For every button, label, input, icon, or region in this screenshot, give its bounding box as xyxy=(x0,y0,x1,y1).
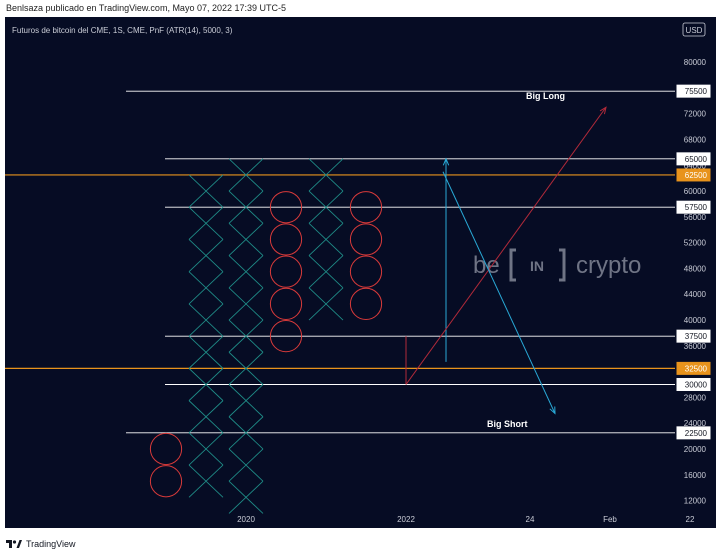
price-tick-label: 56000 xyxy=(684,213,707,222)
time-tick-label: 24 xyxy=(526,515,535,524)
pnf-x-box xyxy=(228,222,264,256)
watermark-text-crypto: crypto xyxy=(576,252,641,279)
pnf-x-box xyxy=(228,319,264,353)
watermark-text-in: IN xyxy=(530,258,544,274)
big-short-arrow-head xyxy=(549,406,556,415)
pnf-x-box xyxy=(308,255,344,289)
time-tick-label: 2022 xyxy=(397,515,415,524)
level-tag xyxy=(676,378,711,391)
pnf-x-box xyxy=(228,448,264,482)
pnf-x-box xyxy=(188,239,224,272)
pnf-o-box xyxy=(269,320,303,353)
level-tag xyxy=(676,426,711,440)
price-tick-label: 80000 xyxy=(684,58,707,67)
time-axis: 2020 2022 24 Feb 22 xyxy=(237,515,695,524)
price-tick-label: 44000 xyxy=(684,290,707,299)
pnf-o-box xyxy=(349,223,383,256)
level-lines xyxy=(5,90,675,434)
price-tick-label: 36000 xyxy=(684,342,707,351)
pnf-x-box xyxy=(228,351,264,385)
pnf-x-box xyxy=(188,335,224,369)
time-tick-label: 22 xyxy=(686,515,695,524)
pnf-boxes xyxy=(149,158,383,514)
tradingview-brand: TradingView xyxy=(26,539,76,549)
price-tick-label: 24000 xyxy=(684,419,707,428)
level-tag-label: 37500 xyxy=(685,332,708,341)
pnf-x-box xyxy=(228,190,264,224)
price-axis: USD 12000 16000 20000 24000 28000 36000 40000 44… xyxy=(676,22,711,506)
pnf-o-box xyxy=(269,255,303,288)
level-tag xyxy=(676,84,711,98)
pnf-x-box xyxy=(228,480,264,514)
level-tag-label: 57500 xyxy=(685,203,708,212)
pnf-x-box xyxy=(228,158,264,192)
pnf-o-box xyxy=(149,465,183,498)
pnf-x-box xyxy=(308,158,344,192)
currency-label: USD xyxy=(686,26,703,35)
level-tag-label: 22500 xyxy=(685,429,708,438)
measure-arrow-up-head xyxy=(442,157,450,166)
currency-badge xyxy=(682,22,706,37)
pnf-x-box xyxy=(228,416,264,450)
price-tick-label: 48000 xyxy=(684,264,707,273)
pnf-x-box xyxy=(228,255,264,289)
pnf-x-box xyxy=(228,287,264,321)
pnf-x-box xyxy=(308,287,344,321)
price-tick-label: 60000 xyxy=(684,187,707,196)
level-tag xyxy=(676,361,711,375)
level-tag xyxy=(676,168,711,182)
time-tick-label: 2020 xyxy=(237,515,255,524)
pnf-o-box xyxy=(349,191,383,224)
publisher-caption: Benlsaza publicado en TradingView.com, M… xyxy=(6,3,287,13)
pnf-x-box xyxy=(188,206,224,240)
pnf-x-box xyxy=(188,271,224,305)
level-tag-label: 62500 xyxy=(685,171,708,180)
pnf-x-box xyxy=(188,400,224,434)
pnf-o-box xyxy=(349,255,383,288)
pnf-x-box xyxy=(228,384,264,418)
level-tag-label: 30000 xyxy=(685,381,708,390)
big-long-arrow-head xyxy=(599,106,607,115)
price-tick-label: 68000 xyxy=(684,136,707,145)
level-tag-label: 32500 xyxy=(685,364,708,373)
pnf-x-box xyxy=(188,368,224,401)
pnf-o-box xyxy=(149,432,183,466)
price-tick-label: 28000 xyxy=(684,393,707,402)
tradingview-logo-icon xyxy=(6,540,22,548)
annotation-arrows: Big Long Big Short xyxy=(405,91,607,429)
level-tag xyxy=(676,152,711,166)
price-tick-label: 16000 xyxy=(684,471,707,480)
price-tick-label: 12000 xyxy=(684,497,707,506)
time-tick-label: Feb xyxy=(603,515,617,524)
pnf-x-box xyxy=(308,222,344,256)
price-tick-label: 64000 xyxy=(684,161,707,170)
price-tick-label: 40000 xyxy=(684,316,707,325)
big-short-label: Big Short xyxy=(487,419,528,429)
footer-bar[interactable]: TradingView xyxy=(6,537,76,551)
pnf-o-box xyxy=(349,287,383,321)
pnf-x-box xyxy=(188,174,224,208)
pnf-o-box xyxy=(269,287,303,321)
pnf-x-box xyxy=(188,303,224,337)
big-short-arrow xyxy=(442,171,556,414)
price-tick-label: 52000 xyxy=(684,239,707,248)
level-tag xyxy=(676,329,711,343)
big-long-label: Big Long xyxy=(526,91,565,101)
pnf-x-box xyxy=(188,432,224,466)
price-tick-label: 20000 xyxy=(684,445,707,454)
watermark: beINcrypto xyxy=(473,248,641,282)
level-tag-label: 75500 xyxy=(685,87,708,96)
level-tag-label: 65000 xyxy=(685,155,708,164)
level-tag xyxy=(676,200,711,214)
big-long-arrow xyxy=(405,106,607,385)
pnf-o-box xyxy=(269,191,303,224)
pnf-x-box xyxy=(308,190,344,224)
pnf-x-box xyxy=(188,464,224,498)
price-tick-label: 72000 xyxy=(684,110,707,119)
pnf-o-box xyxy=(269,223,303,256)
watermark-bracket-icon xyxy=(509,248,566,282)
chart-title: Futuros de bitcoin del CME, 1S, CME, PnF… xyxy=(12,26,233,35)
